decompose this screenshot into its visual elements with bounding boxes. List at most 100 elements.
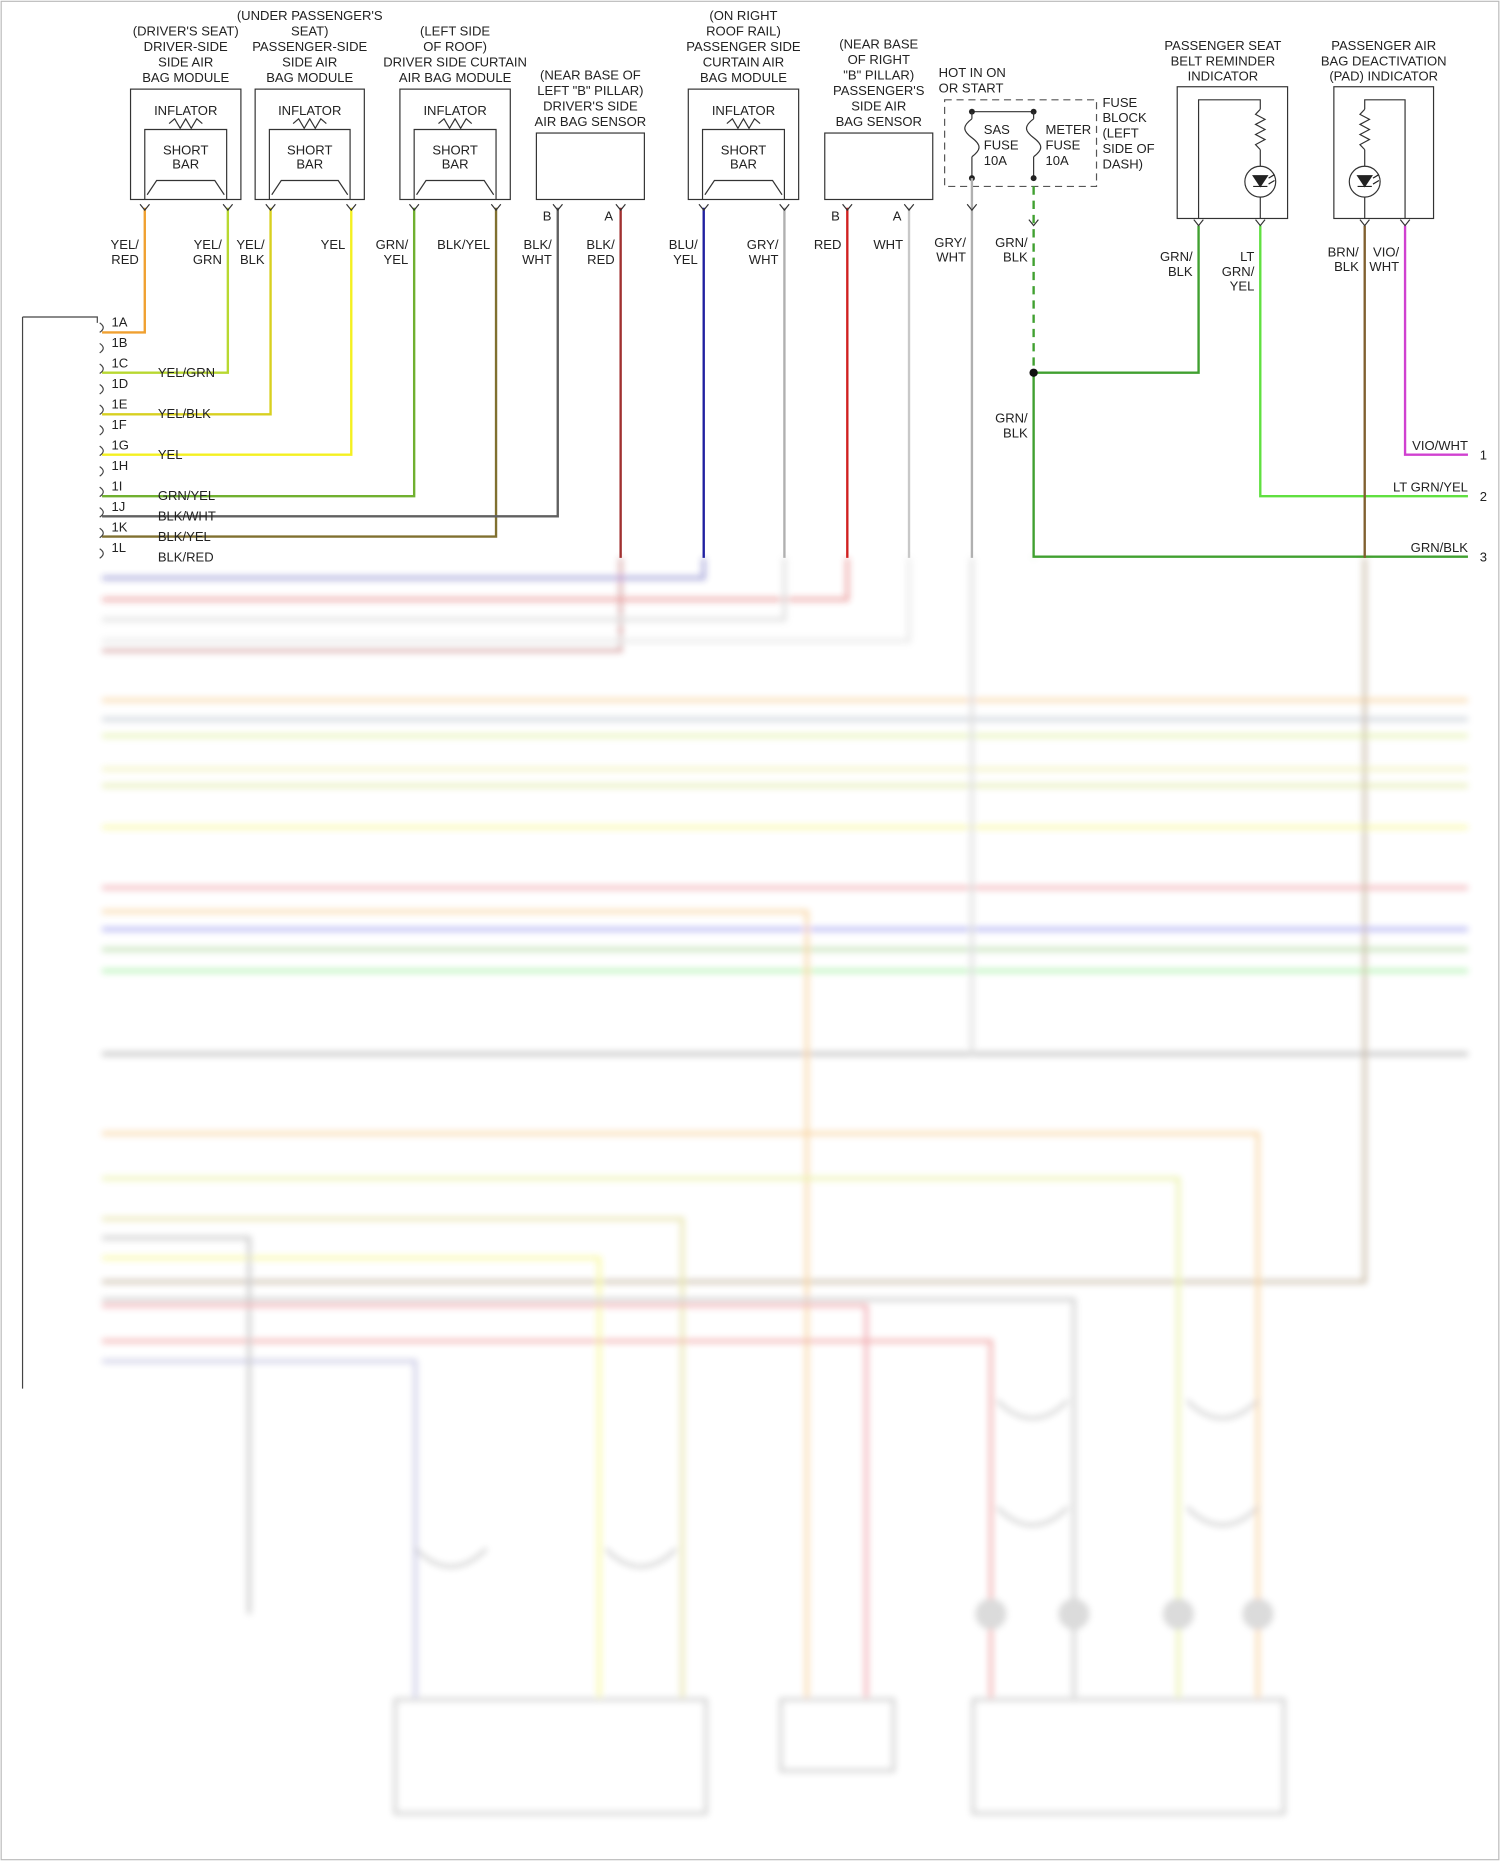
component-label: SIDE AIR [282, 54, 337, 69]
wire-label: GRY/ [747, 237, 779, 252]
faded-wire [102, 557, 706, 580]
pin [552, 203, 563, 212]
connector-pin [99, 425, 104, 436]
terminal [1030, 175, 1037, 182]
connector-pin [99, 466, 104, 477]
fuse-label: 10A [984, 153, 1008, 168]
component-box [254, 88, 365, 201]
component-box [399, 88, 511, 201]
fuse-label: 10A [1045, 153, 1069, 168]
pin [265, 203, 276, 212]
fuse-label: METER [1045, 122, 1091, 137]
pin [408, 203, 420, 212]
faded-wire [102, 1236, 251, 1615]
component-label: PASSENGER SIDE [686, 39, 801, 54]
wire-label: LT [1240, 249, 1254, 264]
pin-wire-label: BLK/WHT [158, 509, 216, 524]
short-bar [416, 179, 495, 196]
wire [1259, 225, 1468, 498]
wire-label: GRN/ [1160, 249, 1193, 264]
wire [102, 207, 353, 456]
component-label: CURTAIN AIR [703, 54, 784, 69]
faded-symbol [995, 1506, 1069, 1527]
faded-component [779, 1698, 895, 1772]
faded-symbol [1185, 1399, 1259, 1420]
wire-label: VIO/ [1373, 244, 1399, 259]
component-label: ROOF RAIL) [706, 24, 781, 39]
pin-id: 1A [112, 314, 128, 329]
component-label: LEFT "B" PILLAR) [537, 83, 643, 98]
fuse-label: DASH) [1102, 157, 1143, 172]
wire-label: GRY/ [934, 235, 966, 250]
wire [102, 207, 230, 374]
short-bar-label: SHORT [287, 142, 332, 157]
faded-wire [102, 1303, 869, 1698]
wire-label: GRN/ [1222, 264, 1255, 279]
indicator-box [1176, 86, 1289, 220]
component-label: DRIVER-SIDE [144, 39, 228, 54]
wire [1403, 225, 1468, 456]
faded-wire [102, 557, 787, 622]
connector-pin [99, 404, 104, 416]
wire-label: WHT [749, 252, 779, 267]
component-box [687, 88, 800, 201]
wire-label: BRN/ [1328, 244, 1360, 259]
component-label: BAG SENSOR [836, 114, 922, 129]
faded-wire [102, 1176, 1181, 1698]
component-label: (DRIVER'S SEAT) [133, 24, 239, 39]
faded-wire [102, 557, 850, 602]
wire-label: RED [814, 237, 842, 252]
pin-id: 1 [1480, 447, 1487, 462]
pin-label: A [893, 209, 902, 224]
fuse-label: SIDE OF [1102, 141, 1154, 156]
faded-wire [102, 1217, 685, 1698]
component-label: "B" PILLAR) [843, 68, 914, 83]
faded-component [393, 1698, 708, 1815]
wire-label: WHT [1369, 259, 1399, 274]
indicator-label: BELT REMINDER [1171, 53, 1276, 68]
short-bar-label: SHORT [163, 142, 208, 157]
pin [1028, 219, 1039, 227]
faded-wire [102, 557, 911, 643]
short-bar-label: BAR [296, 157, 323, 172]
wire [102, 207, 416, 498]
connector-pin [99, 486, 104, 498]
pin [779, 203, 790, 212]
component-label: (LEFT SIDE [420, 24, 490, 39]
inflator-symbol [726, 117, 761, 130]
component-label: SIDE AIR [158, 54, 213, 69]
inflator-label: INFLATOR [423, 103, 486, 118]
wire [102, 207, 146, 334]
component-label: BAG MODULE [700, 70, 787, 85]
pin-label: A [604, 209, 613, 224]
wire-label: BLK [1003, 250, 1028, 265]
wire [1033, 225, 1200, 374]
faded-wire [102, 1339, 993, 1698]
faded-wire [102, 557, 1367, 1284]
pin-id: 2 [1480, 489, 1487, 504]
wire-label: GRN [193, 252, 222, 267]
inflator-symbol [168, 117, 203, 130]
indicator-label: (PAD) INDICATOR [1329, 69, 1438, 84]
pin-wire-label: GRN/BLK [1411, 540, 1469, 555]
component-label: (NEAR BASE OF [540, 68, 641, 83]
inflator-label: INFLATOR [278, 103, 341, 118]
pin [1399, 219, 1411, 227]
component-label: AIR BAG MODULE [399, 70, 512, 85]
pin-id: 1L [112, 540, 127, 555]
faded-wire [102, 1256, 602, 1698]
faded-symbol [1185, 1506, 1259, 1527]
inflator-label: INFLATOR [712, 103, 775, 118]
wire-label: YEL [673, 252, 698, 267]
short-bar-label: SHORT [721, 142, 766, 157]
pin-id: 1K [112, 520, 128, 535]
wire-label: YEL [1230, 279, 1255, 294]
inflator-symbol [438, 117, 473, 130]
wire-label: WHT [522, 252, 552, 267]
connector-pin [99, 445, 104, 457]
connector-pin [99, 384, 104, 395]
short-bar [704, 179, 783, 196]
component-label: SIDE AIR [851, 98, 906, 113]
fuse-label: HOT IN ON [939, 65, 1006, 80]
fuse [1025, 118, 1042, 158]
